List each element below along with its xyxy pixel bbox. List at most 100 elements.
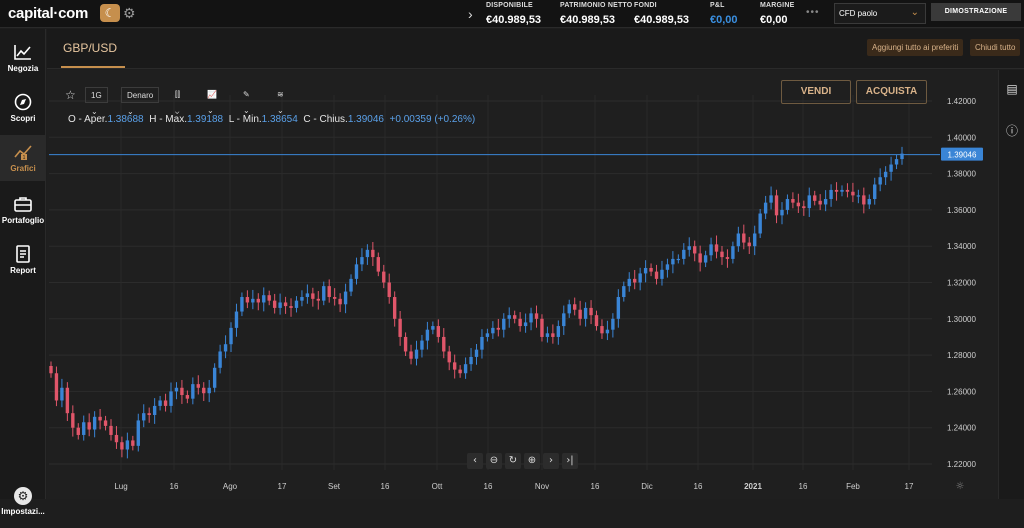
x-tick-label: 2021	[744, 482, 762, 491]
candle-body	[551, 333, 555, 337]
candle-body	[616, 297, 621, 319]
candle-body	[867, 199, 871, 205]
candle-body	[627, 278, 631, 287]
candle-body	[283, 302, 288, 307]
stat-available: DISPONIBILE €40.989,53	[486, 2, 541, 26]
scroll-left-icon[interactable]: ‹	[467, 453, 483, 469]
candle-body	[791, 199, 795, 203]
chart-panel[interactable]: 1.42000 1.40000 1.38000 1.36000 1.34000 1.320…	[47, 70, 998, 499]
candle-body	[894, 159, 899, 165]
add-favorites-button[interactable]: Aggiungi tutto ai preferiti	[867, 39, 964, 56]
go-latest-icon[interactable]: ›|	[562, 453, 578, 469]
draw-tool-icon[interactable]: ✎ ⌄	[243, 90, 250, 115]
current-price-tag	[941, 147, 983, 161]
candle-body	[698, 253, 702, 263]
compass-icon	[14, 93, 32, 111]
star-icon[interactable]: ☆	[65, 88, 76, 102]
stat-funds: FONDI €40.989,53	[634, 2, 689, 26]
account-select[interactable]: CFD paolo ⌄	[834, 3, 926, 24]
buy-button[interactable]: ACQUISTA	[856, 80, 927, 104]
timeframe-select[interactable]: 1G ⌄	[85, 87, 108, 116]
candle-body	[98, 416, 102, 421]
open-value: 1.38688	[107, 114, 144, 125]
candle-body	[643, 267, 648, 274]
candle-body	[392, 297, 397, 319]
candle-body	[742, 233, 746, 243]
candle-body	[474, 349, 479, 357]
candle-body	[583, 307, 588, 319]
sidebar-item-portfolio[interactable]: Portafoglio	[0, 187, 46, 233]
candle-body	[387, 282, 391, 298]
y-tick-label: 1.26000	[947, 387, 976, 396]
stat-label: FONDI	[634, 2, 657, 9]
info-icon[interactable]: ⓘ	[1005, 124, 1018, 138]
ohlc-readout: O - Aper.1.38688 H - Max.1.39188 L - Min…	[68, 114, 475, 125]
candle-body	[65, 387, 70, 414]
axis-settings-icon[interactable]: ☼	[956, 481, 965, 492]
candle-body	[431, 326, 435, 330]
x-tick-label: 16	[381, 482, 390, 491]
candle-body	[180, 387, 184, 396]
candle-body	[191, 384, 195, 399]
stat-value: €0,00	[710, 14, 738, 26]
candle-body	[534, 313, 539, 319]
candle-body	[676, 258, 681, 261]
x-tick-label: 16	[799, 482, 808, 491]
reset-icon[interactable]: ↻	[505, 453, 521, 469]
low-label: L - Min.	[228, 114, 262, 125]
zoom-in-icon[interactable]: ⊕	[524, 453, 540, 469]
y-tick-label: 1.22000	[947, 460, 976, 469]
candle-body	[71, 413, 75, 428]
candle-body	[109, 425, 113, 435]
more-icon[interactable]: •••	[806, 7, 820, 18]
chevron-down-icon: ⌄	[91, 107, 98, 116]
price-type-select[interactable]: Denaro ⌄	[121, 87, 160, 116]
candle-body	[518, 318, 522, 327]
chevron-right-icon[interactable]: ›	[468, 6, 473, 22]
x-tick-label: Set	[328, 482, 341, 491]
candle-body	[163, 400, 168, 406]
sidebar-item-trade[interactable]: Negozia	[0, 35, 46, 81]
close-all-button[interactable]: Chiudi tutto	[970, 39, 1021, 56]
zoom-out-icon[interactable]: ⊖	[486, 453, 502, 469]
candle-body	[311, 293, 315, 299]
right-rail: ▤ ⓘ	[998, 70, 1024, 499]
x-tick-label: Nov	[535, 482, 549, 491]
candle-body	[49, 365, 53, 374]
indicators-icon[interactable]: 📈 ⌄	[207, 90, 217, 115]
candle-body	[327, 286, 331, 298]
sidebar-item-report[interactable]: Report	[0, 237, 46, 283]
sidebar-item-charts[interactable]: 1 Grafici	[0, 135, 46, 181]
demo-mode-button[interactable]: DIMOSTRAZIONE	[931, 3, 1021, 21]
sell-button[interactable]: VENDI	[781, 80, 851, 104]
tab-gbpusd[interactable]: GBP/USD	[63, 41, 118, 55]
sidebar-item-discover[interactable]: Scopri	[0, 85, 46, 131]
news-icon[interactable]: ▤	[1006, 82, 1018, 96]
candle-body	[649, 267, 653, 272]
candle-body	[480, 336, 484, 350]
capital-logo[interactable]: capital·com	[8, 5, 89, 22]
layers-icon[interactable]: ≋ ⌄	[277, 90, 284, 115]
candle-body	[845, 189, 850, 192]
theme-toggle-icon[interactable]: ☾	[100, 4, 120, 22]
y-tick-label: 1.28000	[947, 351, 976, 360]
candle-body	[529, 313, 533, 323]
candle-body	[305, 293, 310, 298]
gear-icon[interactable]: ⚙	[123, 5, 136, 21]
candle-body	[862, 195, 866, 205]
candle-body	[774, 195, 779, 216]
x-tick-label: 16	[591, 482, 600, 491]
candle-body	[142, 413, 146, 421]
candle-type-icon[interactable]: ⫿⫿ ⌄	[175, 90, 181, 115]
x-tick-label: 16	[170, 482, 179, 491]
candle-body	[693, 246, 697, 254]
candle-body	[442, 336, 446, 352]
candle-body	[878, 177, 882, 185]
candle-body	[589, 307, 593, 316]
price-chart[interactable]: 1.42000 1.40000 1.38000 1.36000 1.34000 1.320…	[47, 70, 998, 499]
sidebar-item-label: Impostazi...	[1, 507, 45, 516]
sidebar-item-settings[interactable]: ⚙ Impostazi...	[0, 485, 46, 528]
scroll-right-icon[interactable]: ›	[543, 453, 559, 469]
x-tick-label: 17	[905, 482, 914, 491]
candle-body	[567, 304, 571, 314]
